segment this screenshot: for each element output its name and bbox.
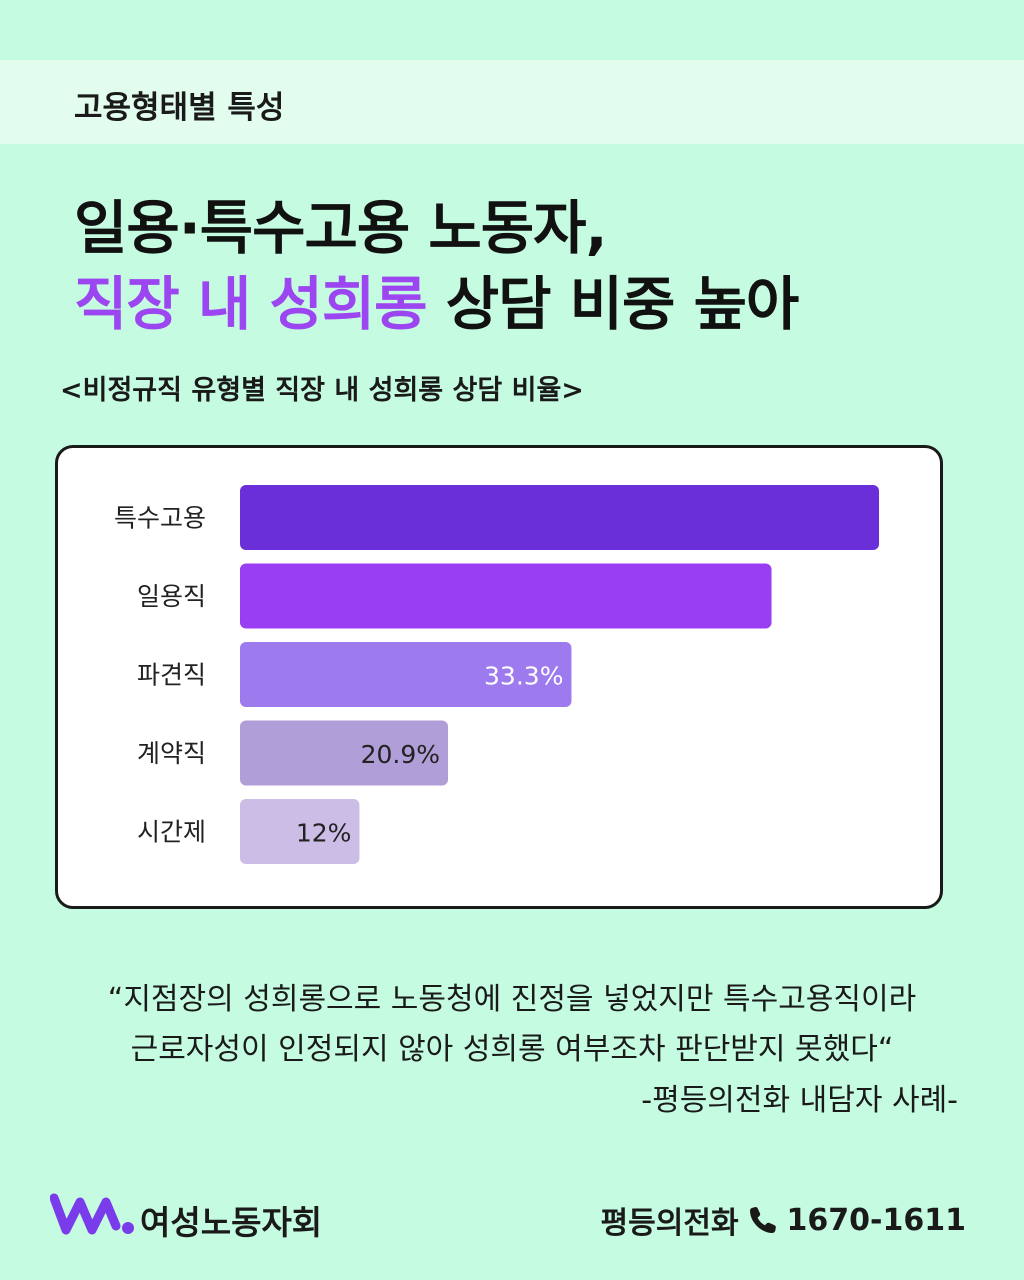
value-label-시간제: 12% — [296, 819, 352, 848]
wave-w-logo-icon — [50, 1193, 134, 1235]
headline-accent: 직장 내 성희롱 — [74, 270, 428, 338]
phone-number: 1670-1611 — [786, 1202, 966, 1238]
hotline: 평등의전화 1670-1611 — [601, 1198, 966, 1242]
org-name: 여성노동자회 — [140, 1203, 323, 1242]
hotline-label: 평등의전화 — [600, 1206, 739, 1241]
headline-rest: 상담 비중 높아 — [426, 270, 800, 338]
category-label-일용직: 일용직 — [137, 582, 206, 611]
quote-line-1: “지점장의 성희롱으로 노동청에 진정을 넣었지만 특수고용직이라 — [107, 982, 917, 1017]
quote-line-2: 근로자성이 인정되지 않아 성희롱 여부조차 판단받지 못했다“ — [130, 1032, 894, 1067]
bar-특수고용 — [240, 485, 880, 550]
bar-계약직 — [240, 720, 449, 786]
section-label: 고용형태별 특성 — [74, 90, 285, 126]
bar-시간제 — [240, 799, 360, 864]
category-label-시간제: 시간제 — [137, 818, 206, 847]
headline-line-2: 직장 내 성희롱 상담 비중 높아 — [74, 266, 800, 342]
headline-line-1: 일용·특수고용 노동자, — [74, 194, 608, 262]
bar-일용직 — [240, 563, 772, 629]
section-header-bar: 고용형태별 특성 — [0, 60, 1024, 144]
category-label-파견직: 파견직 — [137, 661, 206, 690]
value-label-파견직: 33.3% — [484, 662, 563, 691]
phone-icon — [749, 1207, 776, 1233]
testimonial-quote: “지점장의 성희롱으로 노동청에 진정을 넣었지만 특수고용직이라 근로자성이 … — [40, 975, 984, 1075]
category-label-특수고용: 특수고용 — [114, 504, 206, 533]
category-label-계약직: 계약직 — [137, 739, 206, 768]
bar-파견직 — [240, 642, 572, 707]
quote-source: -평등의전화 내담자 사례- — [641, 1083, 958, 1118]
chart-title: <비정규직 유형별 직장 내 성희롱 상담 비율> — [60, 375, 584, 406]
headline: 일용·특수고용 노동자, 직장 내 성희롱 상담 비중 높아 — [74, 190, 800, 342]
value-label-계약직: 20.9% — [361, 740, 440, 769]
